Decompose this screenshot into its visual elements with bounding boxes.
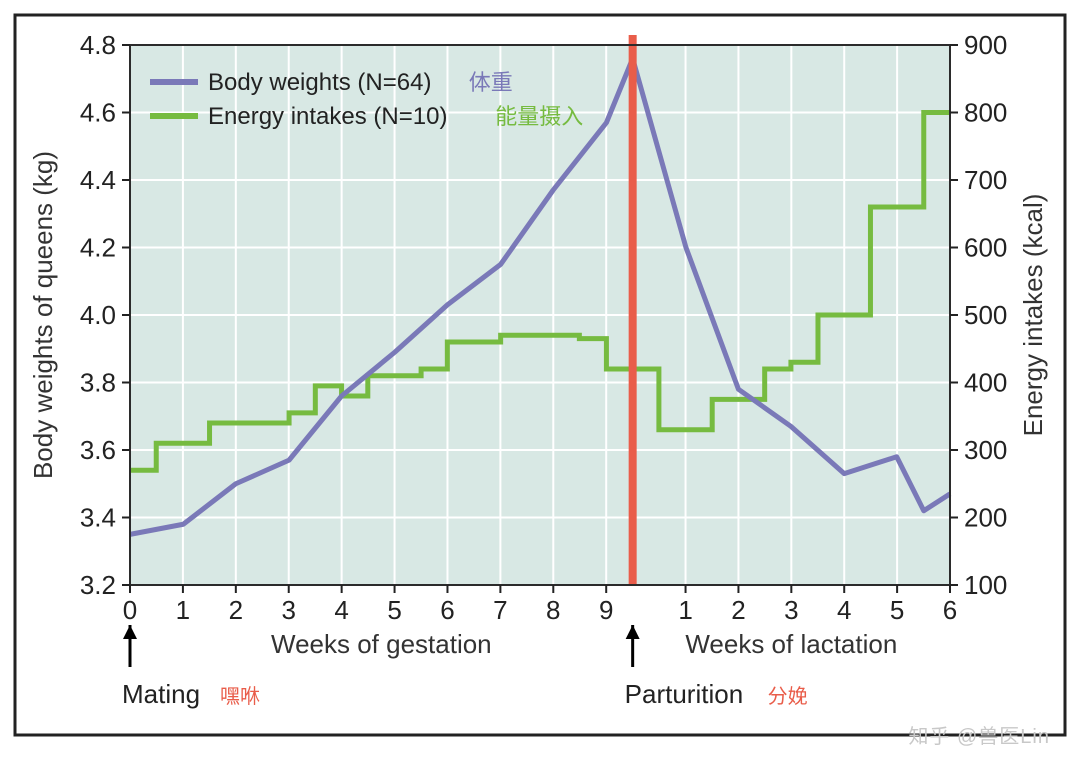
ticklabel-gestation: 0 [123, 595, 137, 625]
ticklabel-left: 3.6 [80, 435, 116, 465]
ticklabel-left: 4.6 [80, 98, 116, 128]
ylabel-left: Body weights of queens (kg) [28, 151, 58, 479]
ticklabel-gestation: 9 [599, 595, 613, 625]
ticklabel-left: 4.0 [80, 300, 116, 330]
ticklabel-left: 4.8 [80, 30, 116, 60]
ticklabel-right: 800 [964, 98, 1007, 128]
ticklabel-gestation: 2 [229, 595, 243, 625]
ticklabel-right: 500 [964, 300, 1007, 330]
ticklabel-right: 900 [964, 30, 1007, 60]
annotation-parturition: Parturition [625, 679, 744, 709]
ticklabel-left: 3.8 [80, 368, 116, 398]
annotation-mating-sub: 嘿咻 [220, 685, 260, 708]
ticklabel-gestation: 7 [493, 595, 507, 625]
xlabel-lactation: Weeks of lactation [685, 629, 897, 659]
ticklabel-gestation: 8 [546, 595, 560, 625]
ticklabel-lactation: 5 [890, 595, 904, 625]
legend-sublabel: 能量摄入 [495, 104, 583, 129]
ticklabel-left: 3.2 [80, 570, 116, 600]
ticklabel-right: 200 [964, 503, 1007, 533]
annotation-mating: Mating [122, 679, 200, 709]
ticklabel-lactation: 3 [784, 595, 798, 625]
legend-sublabel: 体重 [469, 70, 513, 95]
ticklabel-left: 4.2 [80, 233, 116, 263]
ticklabel-gestation: 5 [387, 595, 401, 625]
ticklabel-lactation: 2 [731, 595, 745, 625]
ticklabel-lactation: 4 [837, 595, 851, 625]
watermark-text: 知乎 @兽医Lin [908, 720, 1050, 749]
xlabel-gestation: Weeks of gestation [271, 629, 492, 659]
ticklabel-gestation: 1 [176, 595, 190, 625]
legend-label: Energy intakes (N=10) [208, 103, 447, 130]
ticklabel-right: 600 [964, 233, 1007, 263]
legend-label: Body weights (N=64) [208, 69, 431, 96]
ylabel-right: Energy intakes (kcal) [1018, 194, 1048, 437]
ticklabel-right: 700 [964, 165, 1007, 195]
ticklabel-right: 300 [964, 435, 1007, 465]
chart-svg: 3.2 3.4 3.6 3.8 4.0 4.2 4.4 4.6 4.8 100 200 300 400 5… [0, 0, 1080, 769]
ticklabel-left: 4.4 [80, 165, 116, 195]
ticklabel-gestation: 3 [282, 595, 296, 625]
ticklabel-gestation: 6 [440, 595, 454, 625]
ticklabel-gestation: 4 [334, 595, 348, 625]
ticklabel-right: 400 [964, 368, 1007, 398]
ticklabel-lactation: 1 [678, 595, 692, 625]
annotation-parturition-sub: 分娩 [768, 685, 808, 708]
ticklabel-right: 100 [964, 570, 1007, 600]
ticklabel-lactation: 6 [943, 595, 957, 625]
ticklabel-left: 3.4 [80, 503, 116, 533]
